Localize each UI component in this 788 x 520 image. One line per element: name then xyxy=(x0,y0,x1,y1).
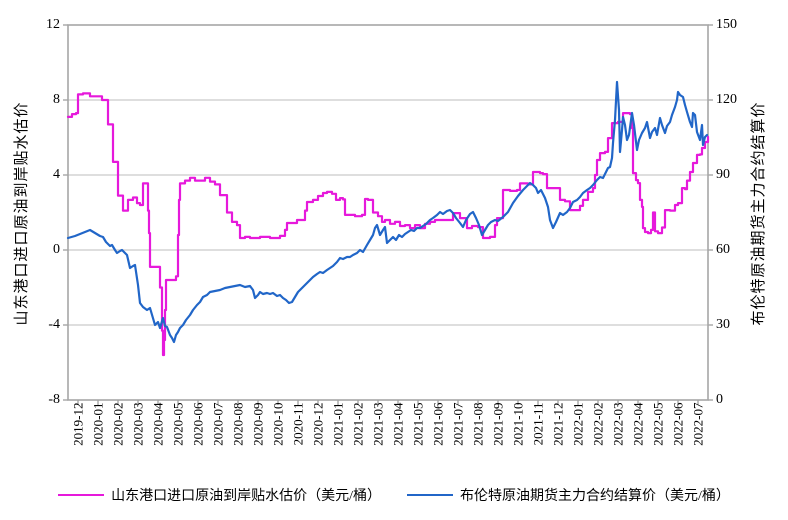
x-axis-tick-label: 2022-01 xyxy=(570,402,586,446)
x-axis-tick-label: 2020-03 xyxy=(130,402,146,446)
legend-line-swatch xyxy=(407,494,453,496)
x-axis-tick-label: 2021-07 xyxy=(450,402,466,446)
x-axis-tick-label: 2021-09 xyxy=(490,402,506,446)
left-axis-tick-label: 0 xyxy=(53,242,60,257)
x-axis-tick-label: 2022-07 xyxy=(690,402,706,446)
right-axis-tick-label: 30 xyxy=(716,317,730,332)
left-axis-tick-label: 4 xyxy=(53,167,60,182)
x-axis-tick-label: 2021-02 xyxy=(350,402,366,446)
left-axis-tick-label: 8 xyxy=(53,92,60,107)
x-axis-tick-label: 2020-09 xyxy=(250,402,266,446)
x-axis-tick-label: 2020-02 xyxy=(110,402,126,446)
right-axis-tick-label: 60 xyxy=(716,242,730,257)
x-axis-tick-label: 2020-07 xyxy=(210,402,226,446)
x-axis-tick-label: 2021-06 xyxy=(430,402,446,446)
plot-border xyxy=(67,24,709,401)
x-axis-tick-label: 2021-03 xyxy=(370,402,386,446)
legend-label: 布伦特原油期货主力合约结算价（美元/桶） xyxy=(460,489,730,504)
x-axis-tick-label: 2020-12 xyxy=(310,402,326,446)
x-axis-tick-label: 2022-04 xyxy=(630,402,646,446)
right-axis-title: 布伦特原油期货主力合约结算价 xyxy=(751,101,767,326)
right-axis-tick-label: 120 xyxy=(716,92,737,107)
x-axis-tick-label: 2021-08 xyxy=(470,402,486,446)
left-axis-tick-label: 12 xyxy=(46,17,60,32)
x-axis-tick-label: 2021-11 xyxy=(530,402,546,446)
x-axis-tick-label: 2021-01 xyxy=(330,402,346,446)
left-axis-tick-label: -4 xyxy=(48,317,60,332)
x-axis-tick-label: 2022-03 xyxy=(610,402,626,446)
right-axis-tick-label: 90 xyxy=(716,167,730,182)
x-axis-tick-label: 2022-02 xyxy=(590,402,606,446)
right-axis-tick-label: 150 xyxy=(716,17,737,32)
x-axis-tick-label: 2020-08 xyxy=(230,402,246,446)
x-axis-tick-label: 2020-05 xyxy=(170,402,186,446)
x-axis-tick-label: 2021-05 xyxy=(410,402,426,446)
x-axis-tick-label: 2022-05 xyxy=(650,402,666,446)
left-axis-tick-label: -8 xyxy=(48,392,60,407)
x-axis-tick-label: 2020-04 xyxy=(150,402,166,446)
x-axis-tick-label: 2019-12 xyxy=(70,402,86,446)
chart-legend: 山东港口进口原油到岸贴水估价（美元/桶） 布伦特原油期货主力合约结算价（美元/桶） xyxy=(0,485,788,505)
legend-label: 山东港口进口原油到岸贴水估价（美元/桶） xyxy=(111,489,381,504)
x-axis-tick-label: 2020-06 xyxy=(190,402,206,446)
x-axis-tick-label: 2020-01 xyxy=(90,402,106,446)
x-axis-tick-label: 2020-10 xyxy=(270,402,286,446)
x-axis-tick-label: 2021-10 xyxy=(510,402,526,446)
x-axis-tick-label: 2021-12 xyxy=(550,402,566,446)
right-axis-tick-label: 0 xyxy=(716,392,723,407)
x-axis-tick-label: 2020-11 xyxy=(290,402,306,446)
x-axis-tick-label: 2022-06 xyxy=(670,402,686,446)
x-axis-tick-label: 2021-04 xyxy=(390,402,406,446)
legend-line-swatch xyxy=(58,494,105,496)
series-line-right xyxy=(66,80,709,344)
series-line-left xyxy=(66,92,710,357)
legend-item-brent: 布伦特原油期货主力合约结算价（美元/桶） xyxy=(407,485,730,505)
left-axis-title: 山东港口进口原油到岸贴水估价 xyxy=(14,101,30,326)
legend-item-discount: 山东港口进口原油到岸贴水估价（美元/桶） xyxy=(58,485,381,505)
